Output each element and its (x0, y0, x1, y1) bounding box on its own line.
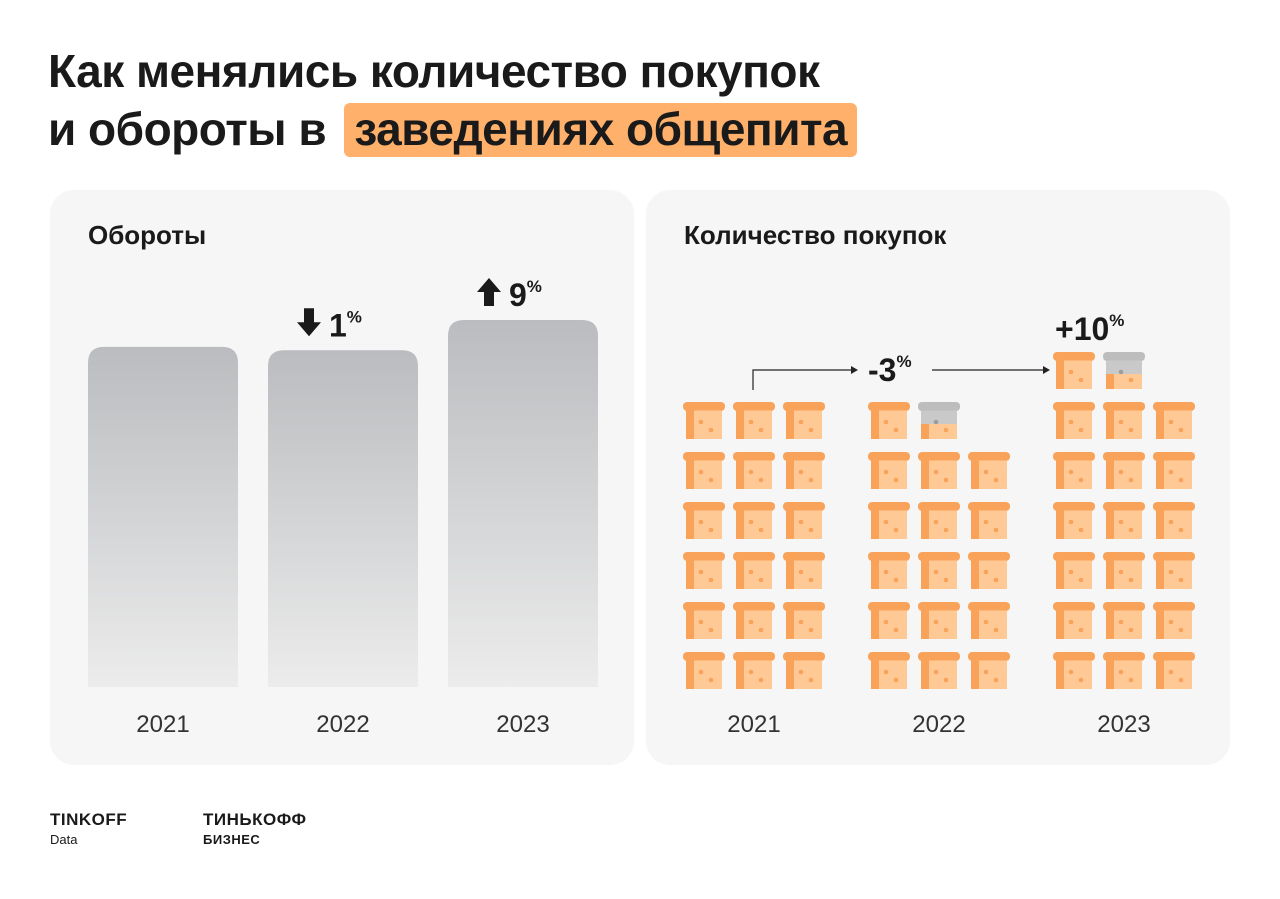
toast-icon (1053, 452, 1095, 489)
brand-business-name: ТИНЬКОФФ (203, 810, 307, 829)
toast-icon (1153, 402, 1195, 439)
annotation-2023: 9% (477, 277, 542, 313)
toast-icon (868, 652, 910, 689)
toast-icon (918, 552, 960, 589)
toast-icon (868, 402, 910, 439)
toast-icon (1153, 452, 1195, 489)
toast-icon (783, 502, 825, 539)
toast-icon (868, 602, 910, 639)
toast-icon (918, 452, 960, 489)
brand-business-sub: БИЗНЕС (203, 832, 261, 847)
toast-icon (968, 552, 1010, 589)
arrow-head-icon (851, 366, 858, 374)
turnover-panel-title: Обороты (88, 220, 207, 250)
title-line-2: и обороты в заведениях общепита (48, 100, 858, 158)
toast-icon (1053, 502, 1095, 539)
page-title: Как менялись количество покупок и оборот… (48, 42, 858, 158)
arrow-down-icon (297, 308, 321, 337)
title-highlight: заведениях общепита (344, 103, 858, 157)
x-tick-2023: 2023 (496, 711, 549, 738)
toast-icon (683, 652, 725, 689)
brand-tinkoff-business: ТИНЬКОФФ БИЗНЕС (203, 810, 307, 847)
arrow-head-icon (1043, 366, 1050, 374)
annotation-value-2022: 1% (329, 307, 362, 343)
toast-icon (868, 552, 910, 589)
change-unit-2022: % (896, 352, 911, 371)
icon-group-2023 (1053, 352, 1195, 689)
toast-icon (1153, 502, 1195, 539)
toast-icon (683, 502, 725, 539)
icon-group-2022 (868, 402, 1010, 689)
toast-icon (918, 652, 960, 689)
x-tick-2022: 2022 (912, 711, 965, 738)
bar-2021 (88, 346, 238, 687)
toast-icon (968, 502, 1010, 539)
toast-icon (1103, 502, 1145, 539)
purchases-pictogram-chart: 2021 2022 2023 -3% +10% (683, 311, 1195, 738)
toast-icon (1153, 602, 1195, 639)
icon-group-2021 (683, 402, 825, 689)
toast-icon (1053, 352, 1095, 389)
toast-icon (783, 552, 825, 589)
toast-icon (1053, 602, 1095, 639)
toast-icon (1103, 652, 1145, 689)
title-line-1: Как менялись количество покупок (48, 45, 820, 97)
annotation-unit-2022: % (347, 307, 362, 326)
brand-tinkoff-name: TINKOFF (50, 810, 128, 829)
toast-icon (1103, 402, 1145, 439)
toast-icon (1103, 452, 1145, 489)
change-connectors (752, 366, 1050, 390)
toast-icon (683, 552, 725, 589)
change-label-2023: +10% (1055, 311, 1124, 347)
x-tick-2021: 2021 (136, 711, 189, 738)
toast-icon (733, 552, 775, 589)
turnover-bar-chart: 2021 2022 1% 2023 9% (88, 277, 598, 738)
toast-icon (783, 602, 825, 639)
title-line-2-prefix: и обороты в (48, 103, 327, 155)
toast-icon (1153, 652, 1195, 689)
toast-icon (783, 652, 825, 689)
x-tick-2023: 2023 (1097, 711, 1150, 738)
toast-icon (1053, 652, 1095, 689)
toast-icon (918, 602, 960, 639)
bar-2023 (448, 320, 598, 687)
toast-icon (1153, 552, 1195, 589)
annotation-unit-2023: % (527, 277, 542, 296)
toast-icon (683, 402, 725, 439)
purchases-panel-title: Количество покупок (684, 220, 947, 250)
toast-icon (783, 402, 825, 439)
toast-icon (733, 652, 775, 689)
toast-icon (968, 602, 1010, 639)
brand-tinkoff-data: TINKOFF Data (50, 810, 127, 847)
toast-partial-icon (918, 402, 960, 439)
toast-icon (968, 452, 1010, 489)
toast-icon (1103, 602, 1145, 639)
turnover-panel: Обороты 2021 2022 1% 2023 9% (50, 190, 634, 765)
annotation-2022: 1% (297, 307, 362, 343)
toast-icon (968, 652, 1010, 689)
toast-icon (868, 452, 910, 489)
toast-icon (683, 602, 725, 639)
toast-icon (783, 452, 825, 489)
toast-icon (1053, 402, 1095, 439)
toast-icon (733, 452, 775, 489)
toast-icon (1053, 552, 1095, 589)
toast-icon (918, 502, 960, 539)
toast-icon (733, 502, 775, 539)
toast-icon (1103, 552, 1145, 589)
brand-tinkoff-sub: Data (50, 832, 78, 847)
annotation-value-2023: 9% (509, 277, 542, 313)
toast-icon (683, 452, 725, 489)
toast-partial-icon (1103, 352, 1145, 389)
x-tick-2022: 2022 (316, 711, 369, 738)
bar-2022 (268, 350, 418, 687)
arrow-up-icon (477, 278, 501, 306)
toast-icon (868, 502, 910, 539)
purchases-panel: Количество покупок 2021 2022 2023 -3% +10% (646, 190, 1230, 765)
toast-icon (733, 402, 775, 439)
change-unit-2023: % (1109, 311, 1124, 330)
toast-icon (733, 602, 775, 639)
change-label-2022: -3% (868, 352, 912, 388)
x-tick-2021: 2021 (727, 711, 780, 738)
